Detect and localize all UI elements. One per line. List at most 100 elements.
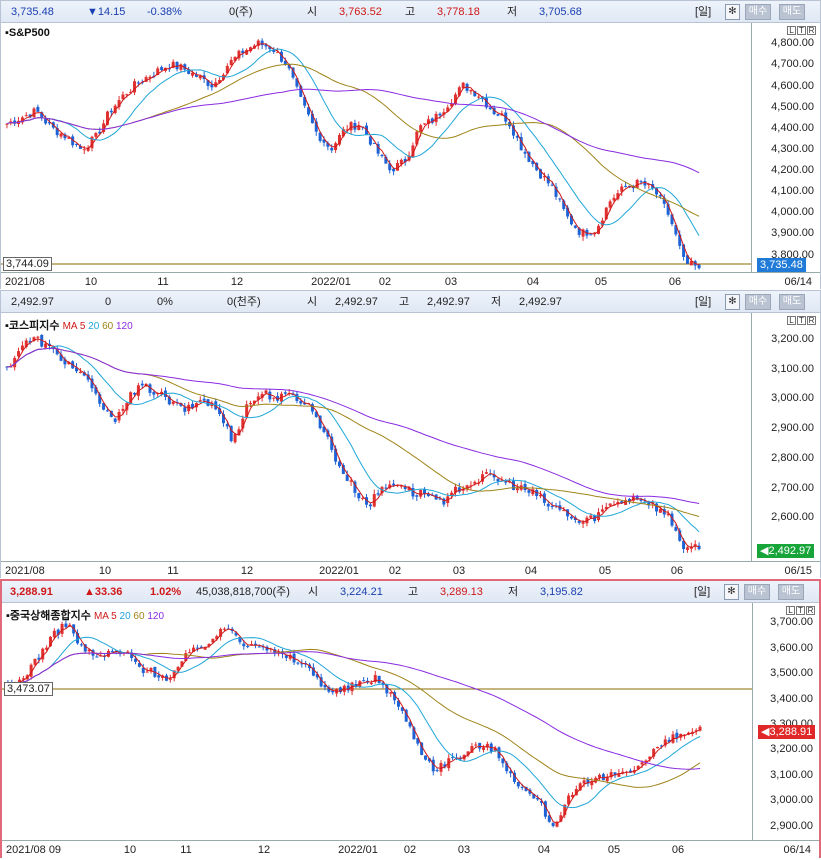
x-tick-label: 05 [598, 565, 612, 577]
candle-body [341, 128, 345, 137]
candle-body [365, 125, 369, 135]
candle-body [365, 497, 369, 505]
scale-l-button[interactable]: L [786, 606, 795, 615]
sell-button[interactable]: 매도 [779, 294, 805, 310]
y-tick-label: 3,400.00 [770, 692, 813, 705]
y-tick-label: 3,800.00 [771, 248, 814, 261]
candle-body [215, 636, 219, 640]
scale-t-button[interactable]: T [797, 26, 806, 35]
shanghai-panel[interactable]: 3,288.91 ▲33.36 1.02% 45,038,818,700(주) … [0, 579, 821, 858]
candle-body [423, 489, 427, 495]
candle-body [674, 225, 678, 235]
candle-body [219, 628, 223, 637]
candle-body [191, 72, 195, 76]
candle-body [620, 501, 624, 504]
kospi-panel[interactable]: 2,492.97 0 0% 0(천주) 시 2,492.97 고 2,492.9… [0, 290, 821, 579]
candle-body [117, 411, 121, 421]
candle-body [257, 646, 261, 648]
scale-t-button[interactable]: T [797, 316, 806, 325]
candle-body [697, 545, 701, 550]
candle-body [393, 692, 397, 701]
scale-t-button[interactable]: T [796, 606, 805, 615]
candle-body [430, 118, 434, 123]
candle-body [376, 144, 380, 154]
candle-body [272, 49, 276, 52]
period-selector[interactable]: [일] [695, 6, 712, 18]
candle-body [608, 201, 612, 208]
x-tick-label: 02 [388, 565, 402, 577]
scale-r-button[interactable]: R [806, 606, 815, 615]
gear-icon[interactable]: ✻ [725, 4, 740, 20]
buy-button[interactable]: 매수 [745, 4, 771, 20]
candle-body [415, 131, 419, 145]
candle-body [13, 357, 17, 368]
candle-body [357, 125, 361, 130]
ma60-label: 60 [102, 321, 114, 332]
sp500-panel[interactable]: 3,735.48 ▼14.15 -0.38% 0(주) 시 3,763.52 고… [0, 0, 821, 290]
chart-title: ▪S&P500 [5, 27, 50, 39]
candle-body [600, 220, 604, 226]
candle-body [330, 147, 334, 151]
candle-body [473, 481, 477, 484]
chart-title-text: S&P500 [8, 27, 50, 39]
candle-body [569, 215, 573, 225]
candle-body [353, 481, 357, 493]
candle-body [326, 430, 330, 437]
last-price-tag: ◀3,288.91 [758, 725, 816, 739]
candle-body [620, 186, 624, 192]
sell-button[interactable]: 매도 [778, 584, 804, 600]
open-label: 시 [308, 586, 319, 598]
y-tick-label: 3,700.00 [770, 616, 813, 629]
candle-body [388, 163, 392, 171]
candle-body [334, 448, 338, 462]
candle-body [102, 403, 106, 410]
candle-body [648, 756, 652, 760]
candle-body [528, 789, 532, 794]
candle-body [434, 113, 438, 123]
scale-l-button[interactable]: L [787, 26, 796, 35]
scale-r-button[interactable]: R [807, 26, 816, 35]
candle-body [438, 498, 442, 500]
buy-button[interactable]: 매수 [745, 294, 771, 310]
x-tick-label: 2021/08 09 [6, 844, 62, 856]
period-selector[interactable]: [일] [694, 586, 711, 598]
candle-body [403, 486, 407, 489]
candlestick-chart[interactable] [2, 581, 752, 860]
candle-body [191, 403, 195, 409]
candle-body [126, 651, 130, 653]
candle-body [152, 391, 156, 395]
candle-body [24, 115, 28, 117]
candle-body [136, 82, 140, 84]
candle-body [349, 122, 353, 131]
candlestick-chart[interactable] [1, 1, 751, 290]
period-selector[interactable]: [일] [695, 296, 712, 308]
candle-body [234, 632, 238, 636]
candle-body [547, 815, 551, 822]
candle-body [492, 474, 496, 478]
y-tick-label: 3,100.00 [771, 362, 814, 375]
scale-r-button[interactable]: R [807, 316, 816, 325]
gear-icon[interactable]: ✻ [724, 584, 739, 600]
candle-body [276, 396, 280, 401]
candle-body [129, 392, 133, 405]
candle-body [656, 746, 660, 749]
candle-body [450, 103, 454, 107]
buy-button[interactable]: 매수 [744, 584, 770, 600]
y-tick-label: 3,100.00 [770, 768, 813, 781]
y-tick-label: 3,900.00 [771, 227, 814, 240]
candle-body [175, 61, 179, 70]
candle-body [75, 367, 79, 372]
candle-body [210, 84, 214, 88]
y-tick-label: 3,500.00 [770, 667, 813, 680]
candle-body [461, 82, 465, 89]
candlestick-chart[interactable] [1, 291, 751, 579]
scale-l-button[interactable]: L [787, 316, 796, 325]
candle-body [36, 106, 40, 112]
candle-body [28, 114, 32, 118]
gear-icon[interactable]: ✻ [725, 294, 740, 310]
sell-button[interactable]: 매도 [779, 4, 805, 20]
candle-body [399, 159, 403, 165]
